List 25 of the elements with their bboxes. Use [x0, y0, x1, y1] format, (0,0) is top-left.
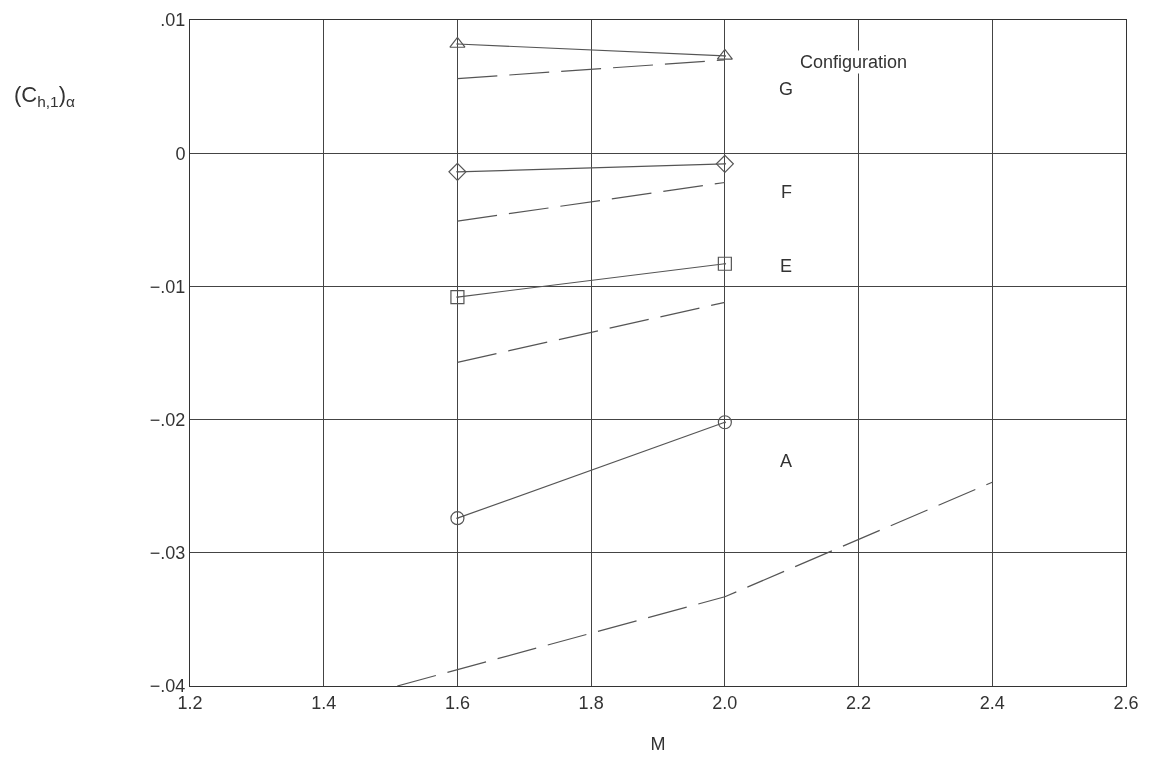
x-axis-title: M [650, 734, 666, 754]
annotation: E [780, 256, 793, 276]
x-tick-label: 2.2 [846, 692, 872, 713]
annotation: A [780, 451, 793, 471]
point [450, 289, 465, 305]
point [717, 415, 732, 430]
y-axis-title: (C$_{h,1}$)$_{α}$ [14, 82, 75, 110]
annotation: G [779, 79, 794, 99]
y-tick-label: .01 [160, 10, 186, 31]
y-tick-label: −.02 [149, 409, 186, 430]
y-tick-label: −.03 [149, 543, 186, 564]
x-tick-label: 2.0 [712, 692, 738, 713]
x-tick-label: 2.6 [1113, 692, 1139, 713]
point [717, 256, 732, 271]
point [450, 511, 465, 526]
annotation: F [781, 182, 792, 202]
point [448, 162, 467, 181]
x-tick-label: 2.4 [979, 692, 1005, 713]
x-tick-label: 1.8 [578, 692, 604, 713]
y-tick-label: −.01 [149, 276, 186, 297]
x-tick-label: 1.4 [311, 692, 337, 713]
annotation: Configuration [800, 52, 908, 72]
point [715, 154, 734, 173]
y-tick-label: 0 [175, 143, 186, 164]
x-tick-label: 1.6 [444, 692, 470, 713]
